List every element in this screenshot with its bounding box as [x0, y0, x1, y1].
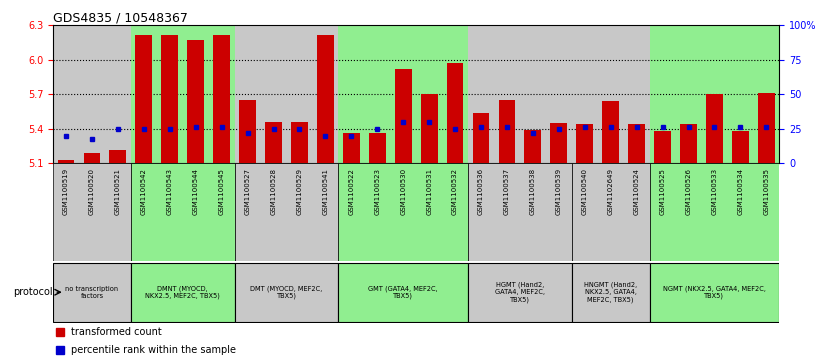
Bar	[758, 93, 774, 163]
Bar	[572, 262, 650, 322]
Text: GSM1100541: GSM1100541	[322, 168, 328, 215]
Bar	[550, 123, 567, 163]
Bar	[162, 34, 178, 163]
Bar	[83, 153, 100, 163]
Bar	[650, 163, 779, 261]
Text: GSM1100522: GSM1100522	[348, 168, 354, 215]
Text: GDS4835 / 10548367: GDS4835 / 10548367	[53, 11, 188, 24]
Text: no transcription
factors: no transcription factors	[65, 286, 118, 299]
Bar	[468, 25, 572, 163]
Bar	[235, 25, 339, 163]
Text: GSM1100521: GSM1100521	[115, 168, 121, 215]
Text: GSM1100520: GSM1100520	[89, 168, 95, 215]
Text: GSM1100531: GSM1100531	[426, 168, 432, 215]
Text: GSM1100532: GSM1100532	[452, 168, 458, 215]
Bar	[53, 163, 131, 261]
Text: GMT (GATA4, MEF2C,
TBX5): GMT (GATA4, MEF2C, TBX5)	[368, 285, 438, 299]
Text: GSM1100543: GSM1100543	[166, 168, 173, 215]
Bar	[131, 262, 235, 322]
Text: transformed count: transformed count	[71, 327, 162, 337]
Bar	[572, 25, 650, 163]
Bar	[650, 25, 779, 163]
Text: DMT (MYOCD, MEF2C,
TBX5): DMT (MYOCD, MEF2C, TBX5)	[251, 285, 322, 299]
Bar	[58, 160, 74, 163]
Text: protocol: protocol	[13, 287, 53, 297]
Bar	[53, 25, 131, 163]
Text: GSM1100519: GSM1100519	[63, 168, 69, 215]
Text: NGMT (NKX2.5, GATA4, MEF2C,
TBX5): NGMT (NKX2.5, GATA4, MEF2C, TBX5)	[663, 285, 766, 299]
Bar	[654, 131, 671, 163]
Text: GSM1100542: GSM1100542	[141, 168, 147, 215]
Text: GSM1100533: GSM1100533	[712, 168, 717, 215]
Bar	[628, 124, 645, 163]
Text: GSM1100538: GSM1100538	[530, 168, 536, 215]
Text: GSM1100539: GSM1100539	[556, 168, 561, 215]
Bar	[468, 262, 572, 322]
Bar	[135, 34, 153, 163]
Text: GSM1100526: GSM1100526	[685, 168, 691, 215]
Bar	[468, 163, 572, 261]
Text: GSM1100540: GSM1100540	[582, 168, 588, 215]
Bar	[265, 122, 282, 163]
Bar	[343, 134, 360, 163]
Text: GSM1100530: GSM1100530	[400, 168, 406, 215]
Bar	[235, 262, 339, 322]
Bar	[235, 163, 339, 261]
Bar	[369, 134, 386, 163]
Bar	[131, 25, 235, 163]
Bar	[239, 100, 256, 163]
Text: GSM1100536: GSM1100536	[478, 168, 484, 215]
Text: GSM1100525: GSM1100525	[659, 168, 666, 215]
Text: HNGMT (Hand2,
NKX2.5, GATA4,
MEF2C, TBX5): HNGMT (Hand2, NKX2.5, GATA4, MEF2C, TBX5…	[584, 282, 637, 303]
Bar	[339, 163, 468, 261]
Bar	[602, 101, 619, 163]
Bar	[131, 163, 235, 261]
Bar	[421, 94, 437, 163]
Bar	[339, 262, 468, 322]
Bar	[732, 131, 749, 163]
Bar	[650, 262, 779, 322]
Bar	[525, 130, 541, 163]
Bar	[53, 262, 131, 322]
Text: GSM1100527: GSM1100527	[245, 168, 251, 215]
Text: GSM1100524: GSM1100524	[634, 168, 640, 215]
Bar	[109, 150, 126, 163]
Text: GSM1100534: GSM1100534	[738, 168, 743, 215]
Bar	[187, 40, 204, 163]
Bar	[317, 34, 334, 163]
Text: GSM1100528: GSM1100528	[271, 168, 277, 215]
Text: percentile rank within the sample: percentile rank within the sample	[71, 345, 236, 355]
Bar	[446, 63, 463, 163]
Text: GSM1100544: GSM1100544	[193, 168, 198, 215]
Text: GSM1100523: GSM1100523	[375, 168, 380, 215]
Bar	[680, 124, 697, 163]
Bar	[706, 94, 723, 163]
Text: HGMT (Hand2,
GATA4, MEF2C,
TBX5): HGMT (Hand2, GATA4, MEF2C, TBX5)	[495, 282, 545, 303]
Bar	[395, 69, 411, 163]
Text: GSM1100529: GSM1100529	[296, 168, 303, 215]
Bar	[572, 163, 650, 261]
Text: GSM1100545: GSM1100545	[219, 168, 224, 215]
Bar	[499, 100, 516, 163]
Text: GSM1100537: GSM1100537	[504, 168, 510, 215]
Bar	[339, 25, 468, 163]
Bar	[472, 113, 490, 163]
Text: GSM1102649: GSM1102649	[608, 168, 614, 215]
Text: DMNT (MYOCD,
NKX2.5, MEF2C, TBX5): DMNT (MYOCD, NKX2.5, MEF2C, TBX5)	[145, 285, 220, 299]
Text: GSM1100535: GSM1100535	[763, 168, 769, 215]
Bar	[291, 122, 308, 163]
Bar	[576, 124, 593, 163]
Bar	[213, 34, 230, 163]
